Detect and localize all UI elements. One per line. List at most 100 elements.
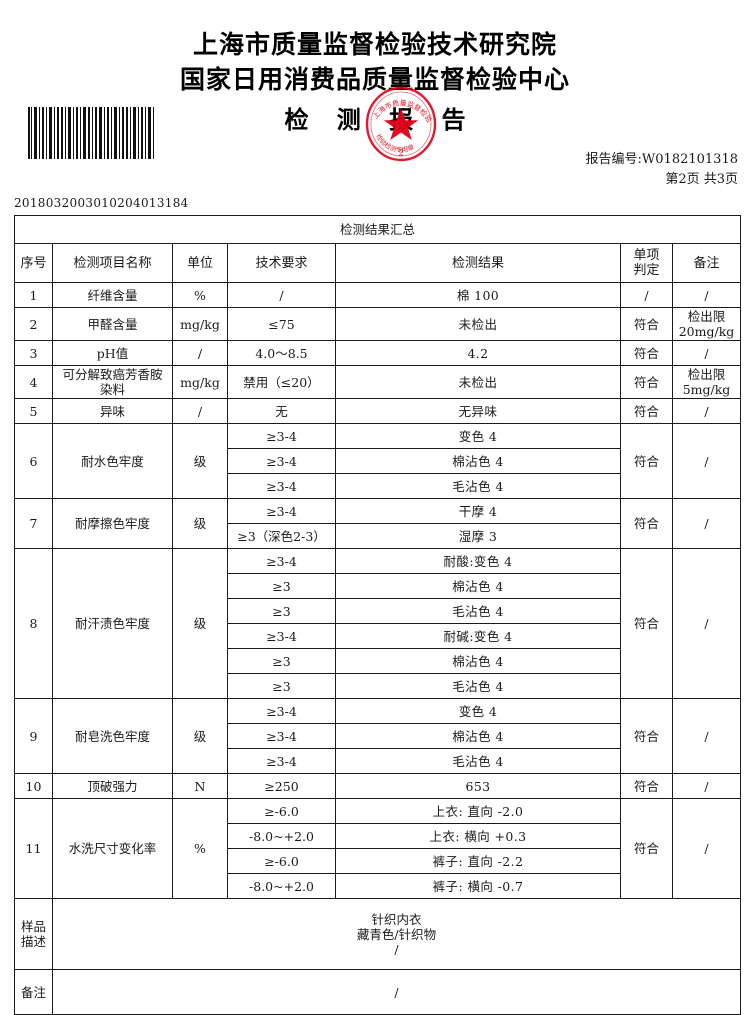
cell-judgement: 符合	[620, 498, 673, 549]
cell-item-name: 甲醛含量	[52, 307, 173, 341]
cell-item-name-line1: 可分解致癌芳香胺	[62, 367, 163, 382]
cell-result: 无异味	[335, 398, 621, 424]
cell-requirement: ≥-6.0	[227, 848, 336, 874]
cell-result: 毛沾色 4	[335, 598, 621, 624]
cell-requirement: ≥3	[227, 573, 336, 599]
cell-result: 653	[335, 773, 621, 799]
column-header-item-name: 检测项目名称	[52, 243, 173, 283]
cell-remark: 检出限 5mg/kg	[672, 365, 741, 399]
cell-seq: 10	[14, 773, 53, 799]
organization-name-line-1: 上海市质量监督检验技术研究院	[192, 30, 557, 59]
cell-requirement: ≥3	[227, 648, 336, 674]
cell-judgement: 符合	[620, 548, 673, 699]
cell-remark: 检出限 20mg/kg	[672, 307, 741, 341]
cell-seq: 11	[14, 798, 53, 899]
results-table-container: 检测结果汇总 序号 检测项目名称 单位 技术要求 检测结果 单项 判定 备注 1…	[14, 215, 741, 1015]
cell-item-name: 耐皂洗色牢度	[52, 698, 173, 774]
cell-requirement: ≥3-4	[227, 548, 336, 574]
cell-seq: 3	[14, 340, 53, 366]
table-row: 3 pH值 / 4.0～8.5 4.2 符合 /	[14, 340, 741, 366]
cell-result: 毛沾色 4	[335, 673, 621, 699]
cell-result: 未检出	[335, 365, 621, 399]
table-row: 9 耐皂洗色牢度 级 ≥3-4 变色 4 符合 /	[14, 698, 741, 774]
cell-result: 耐碱:变色 4	[335, 623, 621, 649]
cell-result: 棉 100	[335, 282, 621, 308]
column-header-remark: 备注	[672, 243, 741, 283]
cell-seq: 2	[14, 307, 53, 341]
report-number: 报告编号:W0182101318	[585, 152, 738, 167]
cell-result: 变色 4	[335, 698, 621, 724]
cell-requirement: ≥3-4	[227, 748, 336, 774]
cell-seq: 4	[14, 365, 53, 399]
cell-item-name: pH值	[52, 340, 173, 366]
cell-remark: /	[672, 423, 741, 499]
table-row: 5 异味 / 无 无异味 符合 /	[14, 398, 741, 424]
cell-remark: /	[672, 498, 741, 549]
table-row: 10 顶破强力 N ≥250 653 符合 /	[14, 773, 741, 799]
remark-row: 备注 /	[14, 969, 741, 1015]
cell-seq: 9	[14, 698, 53, 774]
remark-label: 备注	[14, 969, 53, 1015]
column-header-unit: 单位	[172, 243, 228, 283]
cell-judgement: 符合	[620, 773, 673, 799]
sample-description-label-line2: 描述	[20, 934, 46, 949]
cell-requirement: ≥3-4	[227, 498, 336, 524]
table-row: ≥3-4 毛沾色 4	[15, 748, 741, 774]
cell-item-name-line2: 染料	[99, 382, 125, 397]
cell-result: 裤子: 横向 -0.7	[335, 873, 621, 899]
sample-description-row: 样品 描述 针织内衣 藏青色/针织物 /	[14, 898, 741, 970]
cell-item-name: 可分解致癌芳香胺 染料	[52, 365, 173, 399]
table-row: -8.0~+2.0 裤子: 横向 -0.7	[15, 873, 741, 899]
table-row: 1 纤维含量 % / 棉 100 / /	[14, 282, 741, 308]
cell-requirement: ≥3-4	[227, 698, 336, 724]
table-row: ≥3 毛沾色 4	[15, 673, 741, 699]
cell-requirement: ≤75	[227, 307, 336, 341]
cell-result: 4.2	[335, 340, 621, 366]
test-results-table: 检测结果汇总 序号 检测项目名称 单位 技术要求 检测结果 单项 判定 备注 1…	[14, 215, 741, 1015]
table-row: 8 耐汗渍色牢度 级 ≥3-4 耐酸:变色 4 符合 /	[14, 548, 741, 699]
table-row: ≥3-4 棉沾色 4	[15, 723, 741, 749]
cell-remark-line1: 检出限	[687, 309, 726, 324]
sample-description-value: 针织内衣 藏青色/针织物 /	[52, 898, 741, 970]
cell-seq: 8	[14, 548, 53, 699]
cell-requirement: ≥3-4	[227, 448, 336, 474]
cell-unit: N	[172, 773, 228, 799]
cell-unit: 级	[172, 548, 228, 699]
cell-result: 棉沾色 4	[335, 648, 621, 674]
cell-judgement: 符合	[620, 698, 673, 774]
cell-result: 裤子: 直向 -2.2	[335, 848, 621, 874]
cell-requirement: ≥3-4	[227, 623, 336, 649]
cell-unit: %	[172, 282, 228, 308]
cell-unit: 级	[172, 423, 228, 499]
sample-description-label-line1: 样品	[20, 919, 46, 934]
sample-description-line1: 针织内衣	[371, 911, 422, 927]
column-header-requirement: 技术要求	[227, 243, 336, 283]
cell-requirement: 4.0～8.5	[227, 340, 336, 366]
cell-unit: mg/kg	[172, 307, 228, 341]
cell-result: 湿摩 3	[335, 523, 621, 549]
cell-requirement: -8.0~+2.0	[227, 873, 336, 899]
cell-requirement: ≥3	[227, 598, 336, 624]
barcode-number: 2018032003010204013184	[14, 196, 189, 210]
table-row: 6 耐水色牢度 级 ≥3-4 变色 4 符合 /	[14, 423, 741, 499]
sample-description-line3: /	[394, 941, 399, 957]
sample-description-label: 样品 描述	[14, 898, 53, 970]
cell-item-name: 耐水色牢度	[52, 423, 173, 499]
cell-requirement: ≥3	[227, 673, 336, 699]
cell-requirement: ≥3-4	[227, 723, 336, 749]
cell-remark-line2: 20mg/kg	[678, 324, 735, 339]
column-header-seq: 序号	[14, 243, 53, 283]
cell-result: 毛沾色 4	[335, 473, 621, 499]
cell-item-name: 异味	[52, 398, 173, 424]
cell-judgement: 符合	[620, 307, 673, 341]
table-row: 4 可分解致癌芳香胺 染料 mg/kg 禁用（≤20） 未检出 符合 检出限 5…	[14, 365, 741, 399]
column-header-result: 检测结果	[335, 243, 621, 283]
cell-requirement: -8.0~+2.0	[227, 823, 336, 849]
cell-requirement: ≥250	[227, 773, 336, 799]
cell-requirement: ≥3（深色2-3）	[227, 523, 336, 549]
column-header-judgement-line1: 单项	[633, 248, 660, 263]
cell-result: 干摩 4	[335, 498, 621, 524]
table-row: 7 耐摩擦色牢度 级 ≥3-4 干摩 4 符合 /	[14, 498, 741, 549]
table-row: 11 水洗尺寸变化率 % ≥-6.0 上衣: 直向 -2.0 符合 /	[14, 798, 741, 899]
cell-seq: 7	[14, 498, 53, 549]
